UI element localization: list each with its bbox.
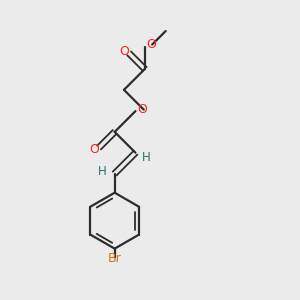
Text: O: O bbox=[146, 38, 156, 51]
Text: H: H bbox=[142, 151, 151, 164]
Text: O: O bbox=[119, 45, 129, 58]
Text: Br: Br bbox=[108, 252, 122, 265]
Text: H: H bbox=[98, 165, 107, 178]
Text: O: O bbox=[137, 103, 147, 116]
Text: O: O bbox=[89, 142, 99, 155]
